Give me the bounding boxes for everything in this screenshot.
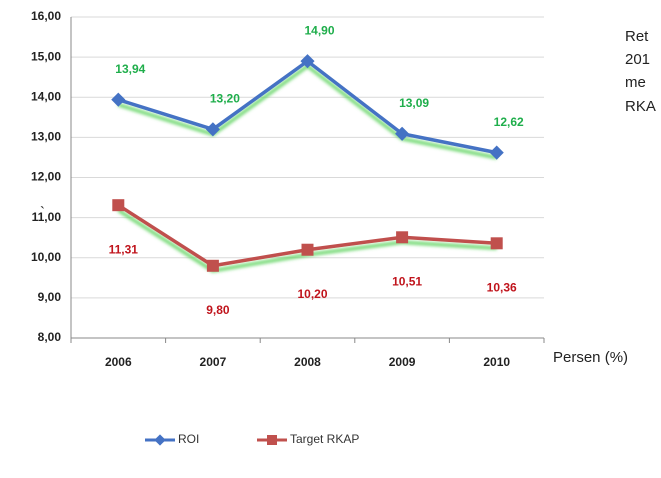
- marker: [395, 126, 410, 141]
- marker: [300, 54, 315, 69]
- data-label: 9,80: [206, 303, 230, 317]
- y-tick-label: 10,00: [31, 250, 61, 264]
- x-tick-label: 2007: [200, 355, 227, 369]
- legend-label: ROI: [178, 432, 199, 446]
- x-tick-label: 2009: [389, 355, 416, 369]
- legend-marker: [267, 435, 277, 445]
- data-label: 13,20: [210, 92, 240, 106]
- marker: [206, 259, 219, 272]
- y-tick-label: 16,00: [31, 9, 61, 23]
- data-label: 14,90: [304, 23, 334, 37]
- y-tick-label: 13,00: [31, 130, 61, 144]
- data-label: 10,20: [297, 287, 327, 301]
- legend-label: Target RKAP: [290, 432, 359, 446]
- marker: [490, 237, 503, 250]
- marker: [489, 145, 504, 160]
- marker: [396, 231, 409, 244]
- y-tick-label: 8,00: [38, 330, 62, 344]
- series-line: [117, 203, 497, 268]
- annotation: Persen (%): [553, 349, 628, 366]
- marker: [111, 92, 126, 107]
- y-tick-label: 9,00: [38, 290, 62, 304]
- marker: [112, 199, 125, 212]
- annotation: me: [625, 74, 646, 91]
- x-tick-label: 2008: [294, 355, 321, 369]
- series-line: [117, 58, 498, 155]
- data-label: 12,62: [494, 115, 524, 129]
- annotation: 201: [625, 51, 650, 68]
- annotation: Ret: [625, 28, 649, 45]
- data-label: 10,36: [487, 280, 517, 294]
- y-tick-label: 14,00: [31, 89, 61, 103]
- data-label: 13,09: [399, 96, 429, 110]
- x-tick-label: 2006: [105, 355, 132, 369]
- marker: [301, 243, 314, 256]
- x-tick-label: 2010: [483, 355, 510, 369]
- y-tick-label: 11,00: [32, 210, 62, 224]
- legend-marker: [154, 434, 166, 446]
- y-tick-label: 15,00: [31, 49, 61, 63]
- y-tick-label: 12,00: [31, 170, 61, 184]
- marker: [205, 122, 220, 137]
- annotation: `: [40, 204, 45, 221]
- data-label: 13,94: [115, 62, 145, 76]
- data-label: 11,31: [109, 242, 139, 256]
- annotation: RKA: [625, 98, 656, 115]
- data-label: 10,51: [392, 274, 422, 288]
